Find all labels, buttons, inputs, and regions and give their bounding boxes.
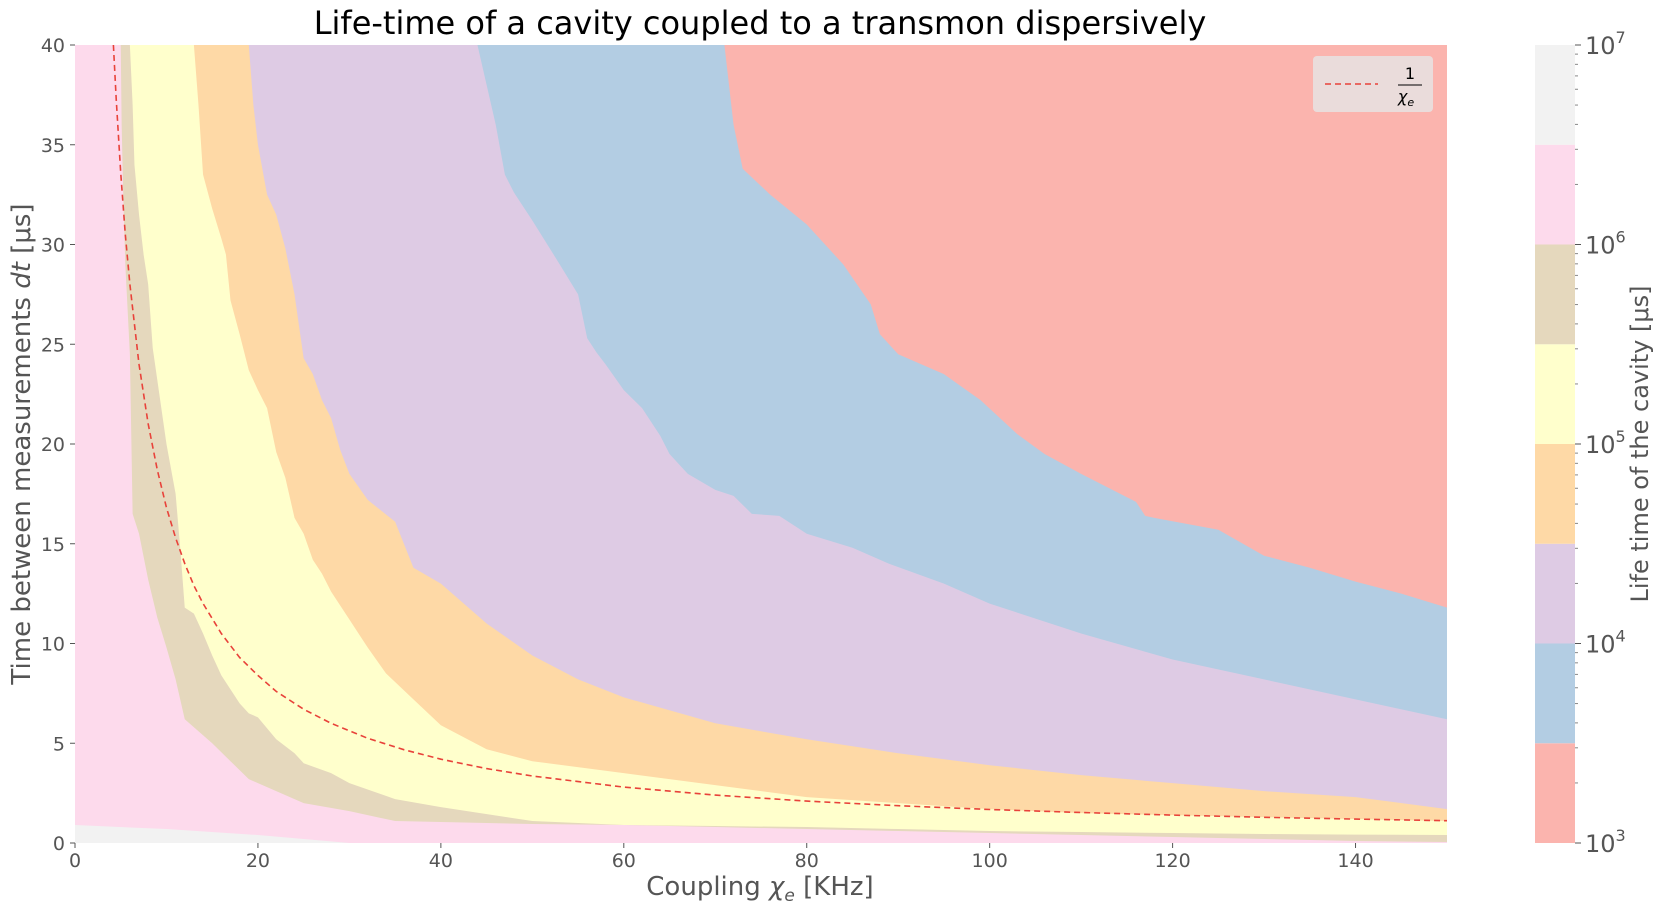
colorbar-segment — [1535, 444, 1575, 544]
x-tick-label: 60 — [612, 850, 636, 872]
colorbar-segment — [1535, 244, 1575, 345]
y-tick-label: 0 — [53, 833, 65, 855]
colorbar-segment — [1535, 45, 1575, 145]
y-tick-label: 15 — [41, 534, 65, 556]
x-axis-title-symbol: χ — [767, 872, 786, 902]
x-tick-label: 140 — [1337, 850, 1373, 872]
x-axis-title-unit: [KHz] — [795, 872, 874, 902]
y-tick-label: 35 — [41, 135, 65, 157]
colorbar-segment — [1535, 743, 1575, 843]
colorbar-segment — [1535, 144, 1575, 245]
x-axis: 0 20 40 60 80 100 120 140 — [69, 843, 1374, 872]
x-axis-title: Coupling χe [KHz] — [646, 872, 873, 906]
colorbar-tick-label: 103 — [1585, 826, 1626, 858]
colorbar-tick-label: 106 — [1585, 228, 1626, 260]
y-axis-title: Time between measurements dt [μs] — [7, 203, 37, 685]
colorbar-tick-label: 105 — [1585, 427, 1626, 459]
y-axis-title-main: Time between measurements — [7, 289, 37, 686]
colorbar: 103 104 105 106 107 — [1535, 28, 1626, 858]
y-axis: 0 5 10 15 20 25 30 35 40 — [41, 35, 75, 855]
y-tick-label: 20 — [41, 434, 65, 456]
colorbar-tick-label: 104 — [1585, 627, 1626, 659]
y-axis-title-symbol: dt — [7, 261, 37, 289]
band-7 — [75, 45, 1447, 843]
band-4 — [75, 45, 1447, 843]
y-tick-label: 25 — [41, 334, 65, 356]
plot-area — [75, 45, 1447, 843]
legend-denominator-subscript: e — [1407, 96, 1414, 109]
reference-curve-1-over-chi — [112, 45, 1447, 822]
y-tick-label: 10 — [41, 634, 65, 656]
chart-title: Life-time of a cavity coupled to a trans… — [314, 4, 1207, 42]
x-tick-label: 40 — [429, 850, 453, 872]
legend-numerator: 1 — [1405, 64, 1415, 83]
y-tick-label: 30 — [41, 235, 65, 257]
colorbar-segment — [1535, 643, 1575, 744]
x-axis-title-main: Coupling — [646, 872, 769, 902]
x-tick-label: 120 — [1154, 850, 1190, 872]
y-tick-label: 5 — [53, 733, 65, 755]
contour-bands — [75, 45, 1447, 843]
x-tick-label: 100 — [972, 850, 1008, 872]
x-axis-title-subscript: e — [784, 886, 794, 906]
y-tick-label: 40 — [41, 35, 65, 57]
y-axis-title-unit: [μs] — [7, 203, 37, 262]
colorbar-segment — [1535, 543, 1575, 644]
legend-denominator-symbol: χ — [1397, 87, 1408, 106]
colorbar-tick-label: 107 — [1585, 28, 1626, 60]
legend-denominator: χe — [1397, 87, 1414, 109]
colorbar-segment — [1535, 344, 1575, 444]
x-tick-label: 20 — [246, 850, 270, 872]
x-tick-label: 0 — [69, 850, 81, 872]
x-tick-label: 80 — [795, 850, 819, 872]
legend: 1 χe — [1313, 56, 1433, 112]
legend-box — [1313, 56, 1433, 112]
colorbar-label: Life time of the cavity [μs] — [1626, 285, 1654, 602]
